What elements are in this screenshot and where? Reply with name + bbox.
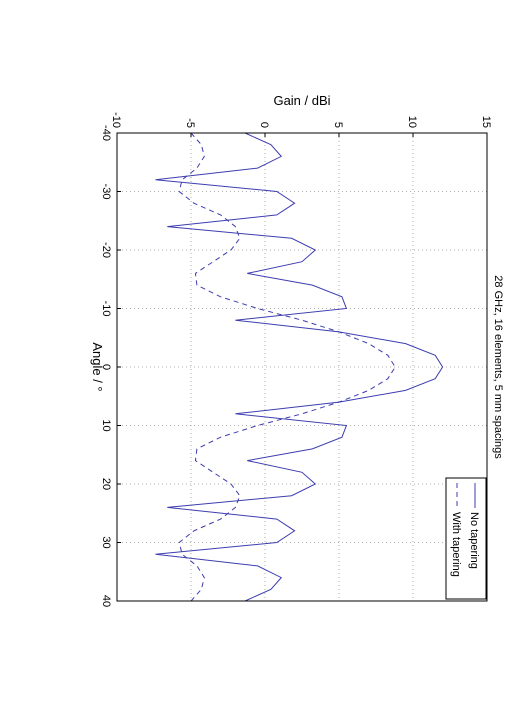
legend-label: With tapering: [450, 512, 462, 577]
x-tick-label: -10: [100, 301, 112, 317]
y-tick-label: -10: [110, 112, 122, 128]
y-tick-label: -5: [184, 118, 196, 128]
x-tick-label: -30: [100, 184, 112, 200]
plot-border: [116, 132, 488, 602]
legend-box: [445, 477, 487, 600]
y-tick-label: 10: [406, 116, 418, 128]
series-line: [155, 132, 444, 602]
y-axis-label: Gain / dBi: [273, 93, 330, 108]
x-tick-label: 0: [100, 364, 112, 370]
x-tick-label: 10: [100, 419, 112, 431]
x-tick-label: 30: [100, 536, 112, 548]
series-line: [178, 132, 396, 602]
legend-label: No tapering: [468, 512, 480, 569]
y-tick-label: 5: [332, 122, 344, 128]
x-tick-label: 40: [100, 595, 112, 607]
x-tick-label: 20: [100, 478, 112, 490]
x-tick-label: -40: [100, 125, 112, 141]
y-tick-label: 15: [480, 116, 492, 128]
chart-title: 28 GHz, 16 elements, 5 mm spacings: [492, 275, 504, 459]
x-axis-label: Angle / °: [90, 342, 105, 391]
y-tick-label: 0: [258, 122, 270, 128]
rotated-frame: 28 GHz, 16 elements, 5 mm spacings Angle…: [90, 93, 504, 607]
x-tick-label: -20: [100, 242, 112, 258]
